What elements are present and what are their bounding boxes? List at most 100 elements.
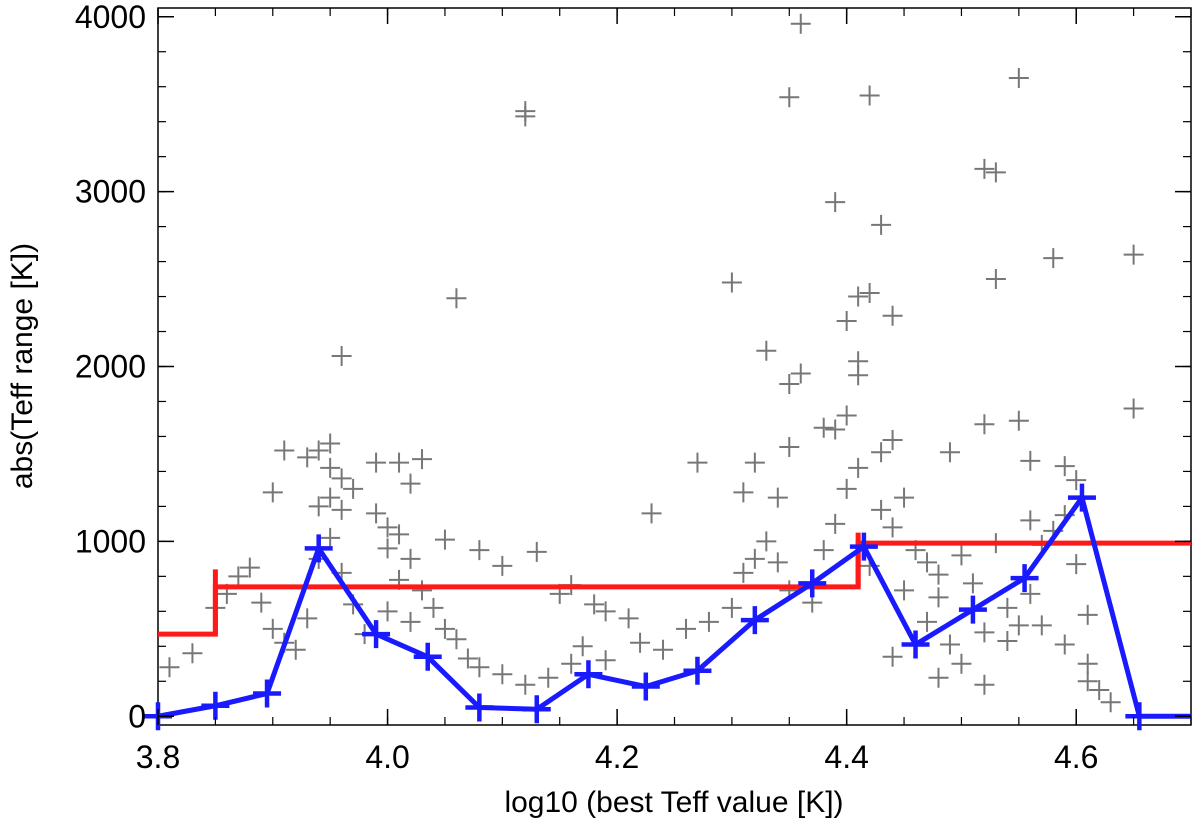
scatter-point — [744, 452, 765, 473]
binned-point — [201, 691, 230, 720]
binned-point — [683, 656, 712, 685]
scatter-point — [882, 646, 903, 667]
scatter-point — [733, 562, 754, 583]
scatter-point — [1020, 583, 1041, 604]
y-tick-label: 0 — [128, 698, 146, 734]
scatter-point — [1054, 634, 1075, 655]
binned-point — [522, 695, 551, 724]
scatter-point — [331, 468, 352, 489]
scatter-point — [239, 557, 260, 578]
scatter-point — [675, 618, 696, 639]
scatter-point — [400, 473, 421, 494]
scatter-point — [331, 499, 352, 520]
scatter-point — [159, 657, 180, 678]
scatter-point — [561, 653, 582, 674]
binned-line — [157, 495, 1191, 719]
scatter-point — [779, 373, 800, 394]
scatter-point — [572, 636, 593, 657]
scatter-point — [848, 457, 869, 478]
x-tick-label: 4.4 — [824, 739, 868, 775]
scatter-point — [1123, 244, 1144, 265]
scatter-point — [1020, 450, 1041, 471]
scatter-point — [1077, 671, 1098, 692]
y-tick-label: 1000 — [75, 523, 146, 559]
binned-point — [1067, 483, 1096, 512]
scatter-point — [584, 594, 605, 615]
scatter-point — [411, 580, 432, 601]
scatter-point — [182, 643, 203, 664]
scatter-point — [262, 482, 283, 503]
scatter-point — [836, 478, 857, 499]
scatter-point — [641, 503, 662, 524]
binned-point — [1010, 564, 1039, 593]
scatter-point — [1020, 510, 1041, 531]
scatter-point — [882, 305, 903, 326]
scatter-point — [917, 611, 938, 632]
scatter-point — [331, 346, 352, 367]
scatter-point — [939, 634, 960, 655]
step-layer — [158, 532, 1191, 637]
scatter-point — [1077, 653, 1098, 674]
scatter-point — [251, 592, 272, 613]
scatter-point — [985, 269, 1006, 290]
binned-point — [362, 620, 391, 649]
scatter-point — [423, 597, 444, 618]
binned-point — [901, 630, 930, 659]
scatter-point — [962, 573, 983, 594]
scatter-point — [951, 653, 972, 674]
scatter-point — [595, 650, 616, 671]
scatter-point — [595, 601, 616, 622]
scatter-point — [974, 674, 995, 695]
scatter-point — [1008, 67, 1029, 88]
scatter-point — [836, 405, 857, 426]
scatter-point — [1066, 554, 1087, 575]
scatter-point — [1054, 456, 1075, 477]
scatter-point — [320, 433, 341, 454]
scatter-point — [974, 622, 995, 643]
scatter-point — [928, 587, 949, 608]
scatter-point — [894, 580, 915, 601]
scatter-point — [882, 517, 903, 538]
scatter-point — [756, 340, 777, 361]
scatter-point — [721, 597, 742, 618]
scatter-point — [469, 540, 490, 561]
binned-point — [958, 595, 987, 624]
scatter-point — [366, 452, 387, 473]
binned-point — [304, 534, 333, 563]
scatter-point — [400, 548, 421, 569]
scatter-point — [1008, 410, 1029, 431]
scatter-point — [744, 548, 765, 569]
binned-point — [253, 679, 282, 708]
binned-point — [849, 532, 878, 561]
scatter-point — [618, 608, 639, 629]
scatter-point — [779, 87, 800, 108]
binned-point — [798, 569, 827, 598]
scatter-point — [377, 601, 398, 622]
scatter-point — [377, 538, 398, 559]
scatter-point — [871, 442, 892, 463]
scatter-point — [446, 288, 467, 309]
scatter-point — [848, 365, 869, 386]
scatter-layer — [159, 13, 1144, 713]
scatter-point — [997, 597, 1018, 618]
scatter-point — [377, 517, 398, 538]
scatter-point — [859, 85, 880, 106]
binned-layer — [144, 483, 1191, 731]
y-tick-label: 4000 — [75, 0, 146, 35]
scatter-point — [882, 429, 903, 450]
scatter-point — [974, 414, 995, 435]
scatter-point — [825, 513, 846, 534]
binned-point — [740, 606, 769, 635]
scatter-point — [1043, 248, 1064, 269]
scatter-point — [297, 447, 318, 468]
scatter-point — [320, 457, 341, 478]
scatter-point — [721, 272, 742, 293]
scatter-point — [538, 667, 559, 688]
scatter-point — [1123, 398, 1144, 419]
scatter-point — [779, 436, 800, 457]
y-tick-label: 3000 — [75, 174, 146, 210]
binned-point — [465, 693, 494, 722]
scatter-point — [1031, 615, 1052, 636]
scatter-point — [515, 101, 536, 122]
